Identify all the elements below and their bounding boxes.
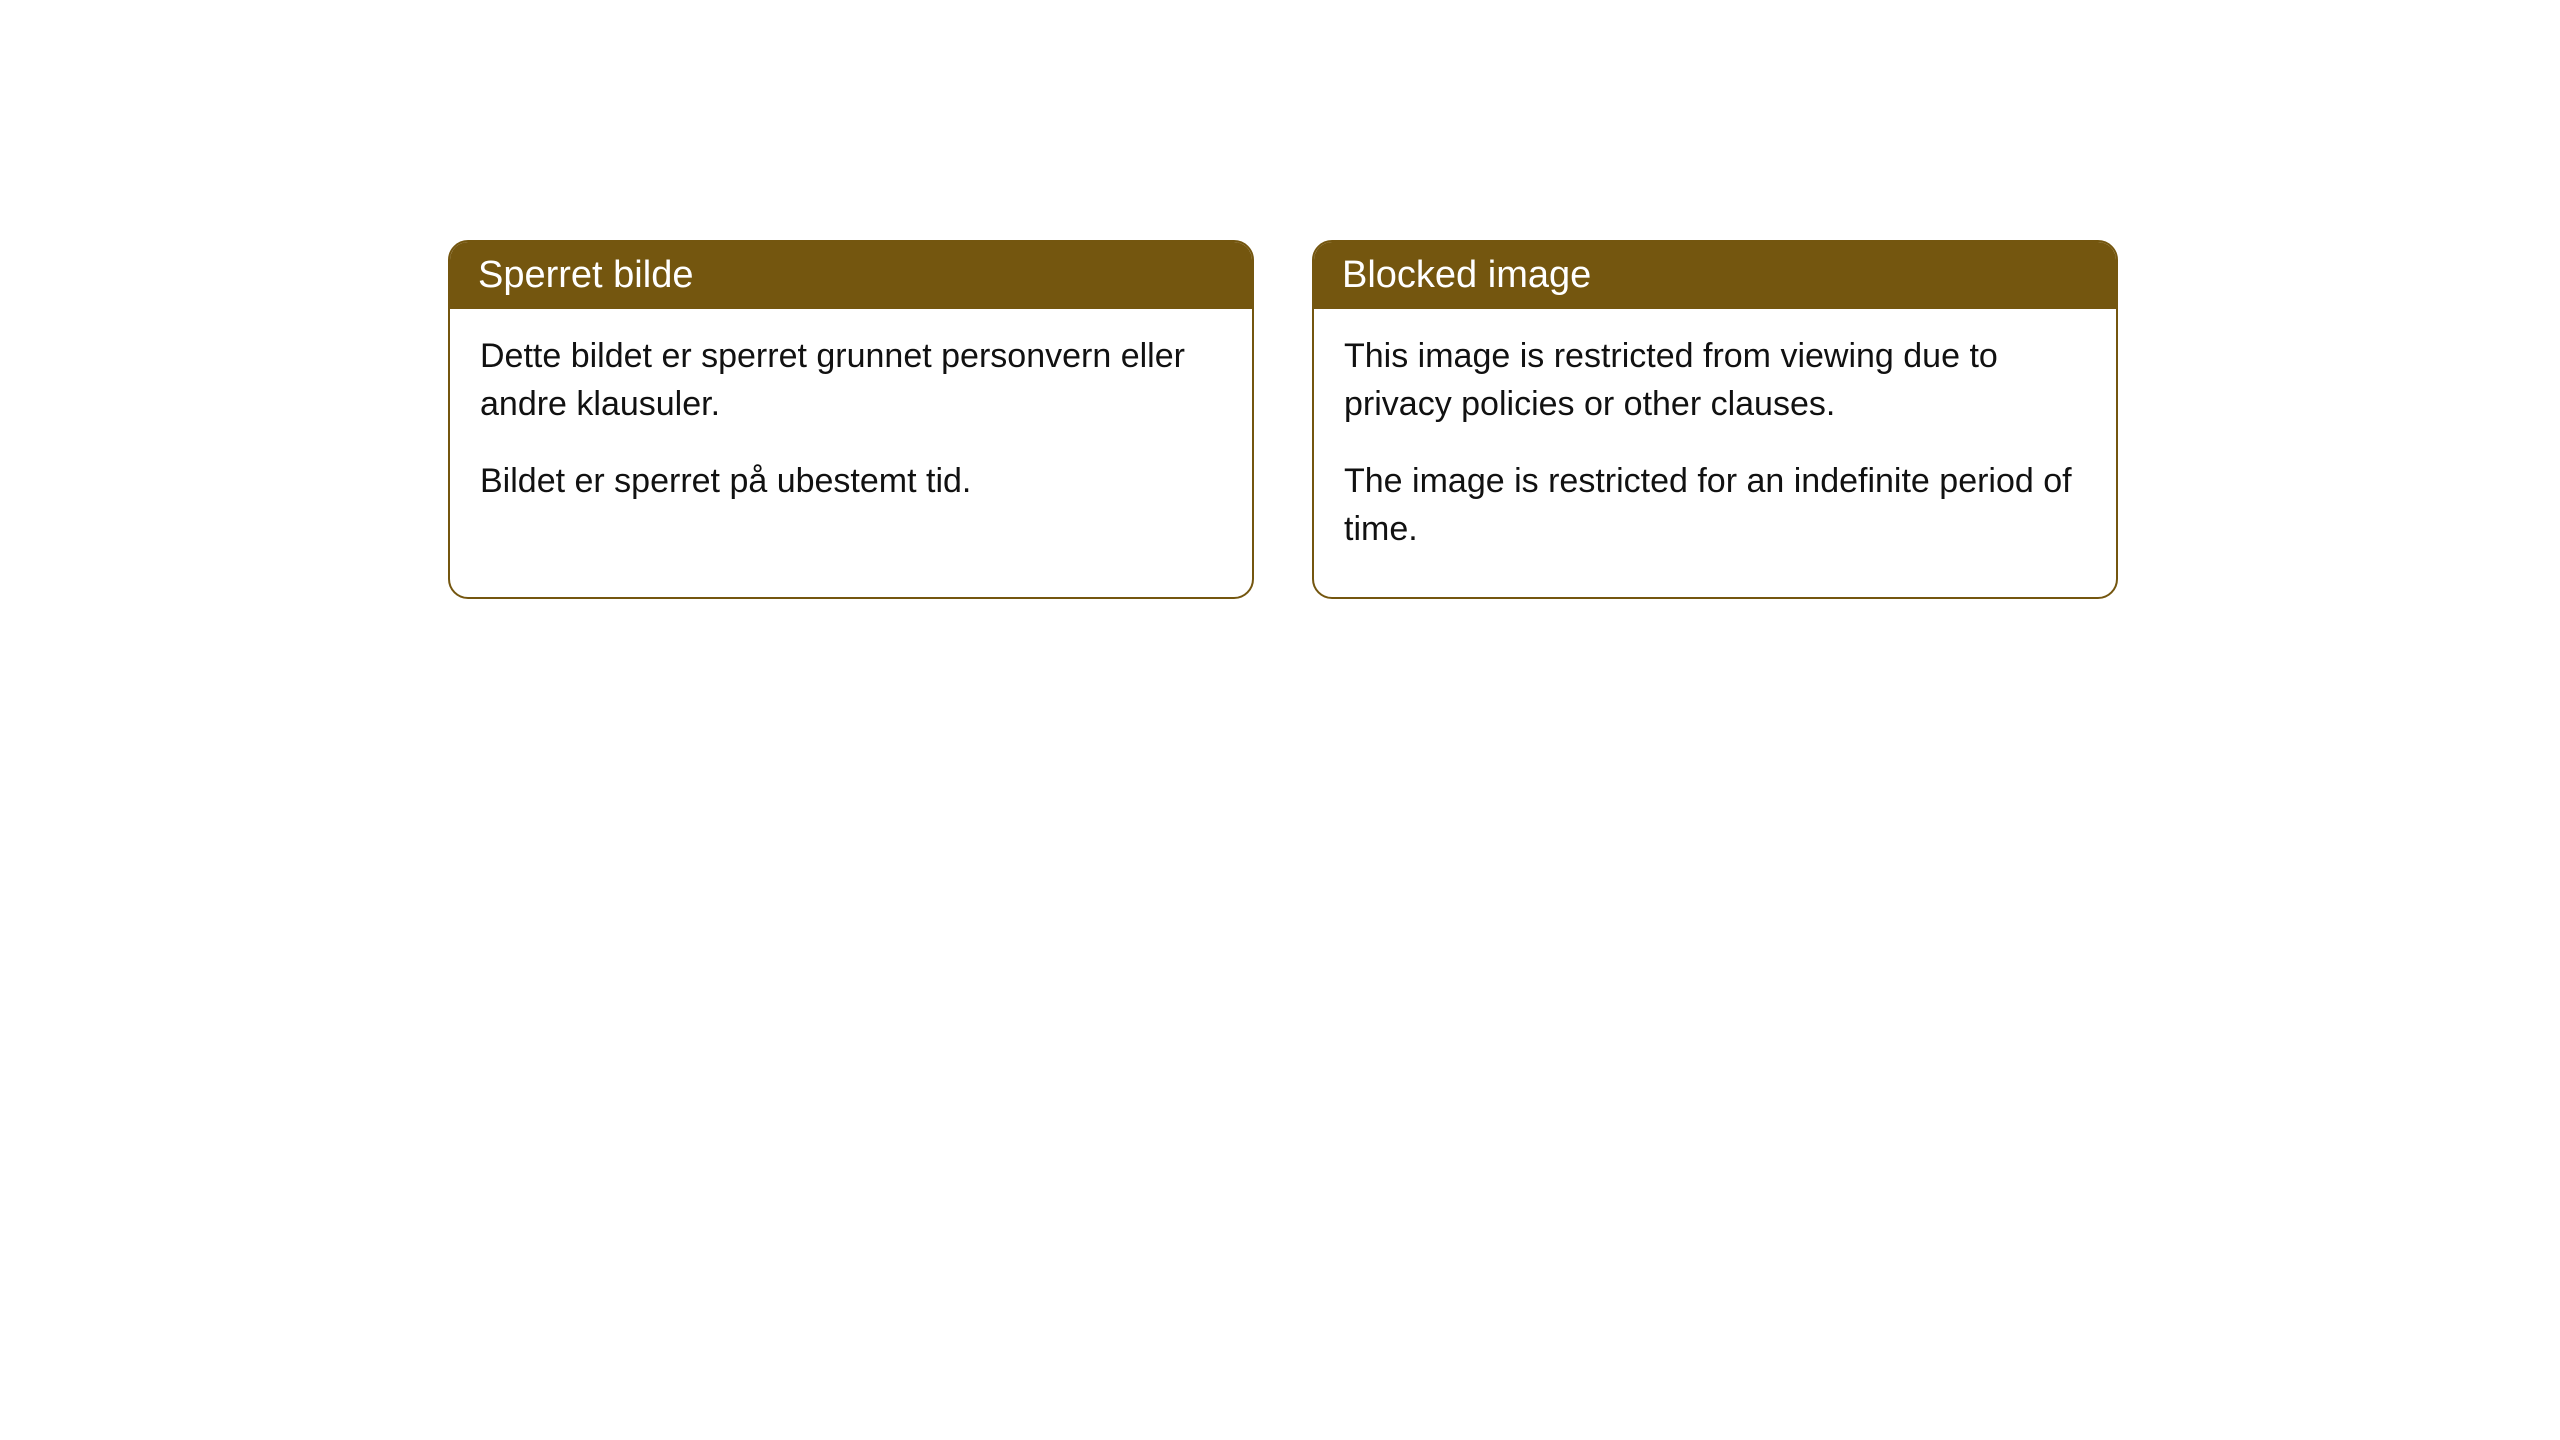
card-body: Dette bildet er sperret grunnet personve… [450, 309, 1252, 550]
card-header: Sperret bilde [450, 242, 1252, 309]
card-paragraph: This image is restricted from viewing du… [1344, 333, 2086, 428]
card-paragraph: Dette bildet er sperret grunnet personve… [480, 333, 1222, 428]
card-header: Blocked image [1314, 242, 2116, 309]
cards-container: Sperret bilde Dette bildet er sperret gr… [448, 240, 2560, 599]
card-body: This image is restricted from viewing du… [1314, 309, 2116, 597]
card-paragraph: The image is restricted for an indefinit… [1344, 458, 2086, 553]
card-paragraph: Bildet er sperret på ubestemt tid. [480, 458, 1222, 506]
blocked-image-card-norwegian: Sperret bilde Dette bildet er sperret gr… [448, 240, 1254, 599]
blocked-image-card-english: Blocked image This image is restricted f… [1312, 240, 2118, 599]
